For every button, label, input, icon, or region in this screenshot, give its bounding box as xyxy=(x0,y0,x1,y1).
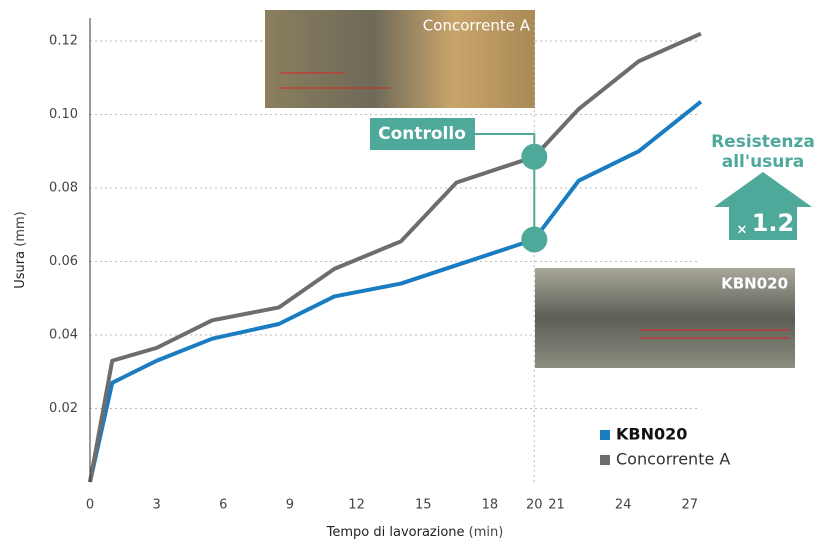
chart: 0.02 0.04 0.06 0.08 0.10 0.12 0 3 6 9 12 15 18 20 21 24… xyxy=(0,0,830,544)
y-tick-label: 0.06 xyxy=(49,254,78,269)
x-tick-label: 3 xyxy=(153,498,161,513)
legend-label: KBN020 xyxy=(616,425,687,444)
x-label: Tempo di lavorazione xyxy=(326,525,465,540)
x-tick-label: 6 xyxy=(219,498,227,513)
y-tick-label: 0.04 xyxy=(49,328,78,343)
annotation: all'usura xyxy=(722,152,805,172)
y-tick-label: 0.02 xyxy=(49,401,78,416)
annotation: 1.2 xyxy=(752,209,795,237)
legend-label: Concorrente A xyxy=(616,450,730,469)
x-tick-label: 9 xyxy=(286,498,294,513)
y-label: Usura xyxy=(13,251,28,289)
y-tick-label: 0.12 xyxy=(49,34,78,49)
y-tick-label: 0.08 xyxy=(49,181,78,196)
y-unit: (mm) xyxy=(13,211,28,246)
x-tick-label: 12 xyxy=(348,498,365,513)
y-tick-label: 0.10 xyxy=(49,107,78,122)
x-tick-label: 15 xyxy=(415,498,432,513)
control-point xyxy=(521,226,547,252)
control-label: Controllo xyxy=(378,124,466,144)
x-tick-label: 18 xyxy=(482,498,499,513)
control-point xyxy=(521,144,547,170)
x-tick-label: 24 xyxy=(615,498,632,513)
x-tick-label: 20 xyxy=(526,498,543,513)
photo-label: Concorrente A xyxy=(423,17,531,35)
x-axis-title: Tempo di lavorazione (min) xyxy=(326,525,504,540)
x-unit: (min) xyxy=(469,525,504,540)
x-tick-label: 27 xyxy=(682,498,699,513)
legend-swatch xyxy=(600,455,610,465)
y-axis-title: Usura (mm) xyxy=(13,211,28,288)
x-tick-label: 21 xyxy=(548,498,565,513)
annotation: Resistenza xyxy=(711,132,815,152)
x-tick-label: 0 xyxy=(86,498,94,513)
annotation: × xyxy=(737,223,748,238)
legend-swatch xyxy=(600,430,610,440)
photo-label: KBN020 xyxy=(721,275,788,293)
